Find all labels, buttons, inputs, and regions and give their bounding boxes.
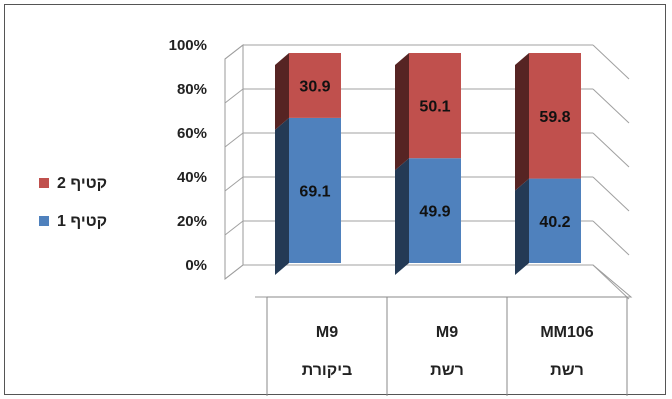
data-label: 30.9 <box>299 78 330 95</box>
bar-segment-series-1 <box>529 178 581 263</box>
legend-swatch <box>39 178 49 188</box>
y-tick-label: 20% <box>177 213 207 230</box>
y-tick-label: 80% <box>177 81 207 98</box>
bar-segment-series-2 <box>409 53 461 159</box>
y-tick-label: 100% <box>169 37 207 54</box>
y-tick-label: 0% <box>185 257 207 274</box>
gridline-left-wall <box>224 264 244 280</box>
y-axis-ticks: 0% 20% 40% 60% 80% 100% <box>169 37 207 274</box>
category-label-line1: M9 <box>316 324 338 341</box>
floor-edge <box>243 264 633 298</box>
gridline-right-wall <box>592 220 630 256</box>
category-label-line1: MM106 <box>540 324 593 341</box>
bar-side-2 <box>275 53 289 130</box>
category-label-line2: רשת <box>550 362 584 379</box>
gridline-right-wall <box>592 44 630 80</box>
bar-side-1 <box>515 178 529 275</box>
category-label-line2: רשת <box>430 362 464 379</box>
legend-label: קטיף 2 <box>57 175 107 192</box>
legend-swatch <box>39 216 49 226</box>
data-label: 50.1 <box>419 99 450 116</box>
stacked-bar-chart: 0% 20% 40% 60% 80% 100% 69.1 30.9 49.9 50.1 40.2 5… <box>39 37 633 396</box>
data-label: 69.1 <box>299 183 330 200</box>
gridline-right-wall <box>592 264 630 300</box>
bar-segment-series-2 <box>529 53 581 179</box>
data-label: 40.2 <box>539 214 570 231</box>
y-tick-label: 60% <box>177 125 207 142</box>
gridline-right-wall <box>592 132 630 168</box>
gridline-left-wall <box>224 220 244 236</box>
gridline-left-wall <box>224 88 244 104</box>
category-table: M9 ביקורת M9 רשת MM106 רשת <box>266 296 628 396</box>
bar-side-1 <box>275 117 289 275</box>
data-labels: 69.1 30.9 49.9 50.1 40.2 59.8 <box>299 78 570 230</box>
gridline-left-wall <box>224 44 244 60</box>
gridline-right-wall <box>592 88 630 124</box>
data-label: 59.8 <box>539 109 570 126</box>
data-label: 49.9 <box>419 204 450 221</box>
side-wall <box>224 43 244 281</box>
legend: קטיף 2 קטיף 1 <box>39 175 107 230</box>
bar-side-2 <box>395 53 409 171</box>
bar-segment-series-2 <box>289 53 341 118</box>
bar-side-1 <box>395 158 409 275</box>
gridline-left-wall <box>224 132 244 148</box>
gridline-left-wall <box>224 176 244 192</box>
category-label-line1: M9 <box>436 324 458 341</box>
chart-frame: 0% 20% 40% 60% 80% 100% 69.1 30.9 49.9 50.1 40.2 5… <box>4 4 666 396</box>
bar-segment-series-1 <box>289 117 341 263</box>
gridline-right-wall <box>592 176 630 212</box>
legend-label: קטיף 1 <box>57 213 107 230</box>
bar-segment-series-1 <box>409 158 461 263</box>
bar-side-2 <box>515 53 529 191</box>
bars <box>275 53 581 275</box>
category-label-line2: ביקורת <box>302 362 353 379</box>
y-tick-label: 40% <box>177 169 207 186</box>
